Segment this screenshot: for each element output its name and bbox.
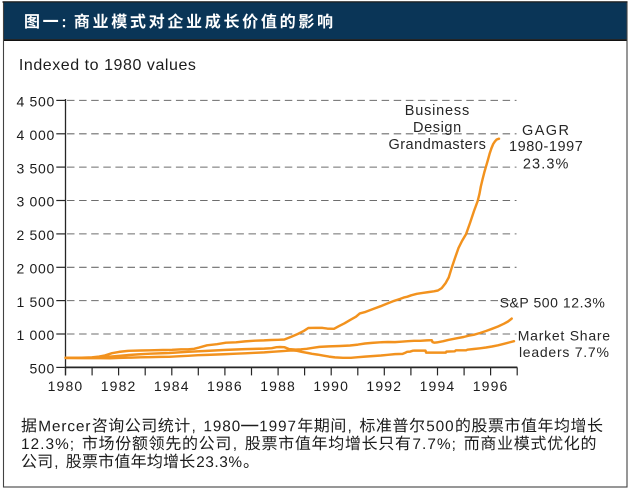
svg-text:2 000: 2 000 [16, 261, 55, 277]
svg-text:1988: 1988 [260, 378, 296, 394]
svg-text:4 000: 4 000 [16, 127, 55, 143]
svg-text:leaders 7.7%: leaders 7.7% [519, 344, 610, 360]
svg-text:1992: 1992 [366, 378, 402, 394]
svg-text:2 500: 2 500 [16, 227, 55, 243]
svg-text:Design: Design [413, 120, 462, 136]
svg-text:1982: 1982 [101, 378, 137, 394]
svg-text:1 000: 1 000 [16, 327, 55, 343]
svg-text:3 000: 3 000 [16, 194, 55, 210]
svg-text:S&P 500 12.3%: S&P 500 12.3% [500, 294, 606, 310]
svg-text:1984: 1984 [154, 378, 190, 394]
svg-text:1990: 1990 [313, 378, 349, 394]
svg-text:1980-1997: 1980-1997 [509, 139, 583, 155]
svg-text:1980: 1980 [48, 378, 84, 394]
svg-text:GAGR: GAGR [522, 123, 570, 139]
svg-text:Indexed to 1980 values: Indexed to 1980 values [19, 57, 197, 74]
svg-text:1986: 1986 [207, 378, 243, 394]
svg-text:1996: 1996 [473, 378, 509, 394]
svg-text:Market Share: Market Share [518, 327, 611, 343]
svg-text:23.3%: 23.3% [523, 156, 570, 172]
svg-text:Grandmasters: Grandmasters [388, 137, 486, 153]
svg-text:500: 500 [30, 361, 55, 377]
svg-text:3 500: 3 500 [16, 160, 55, 176]
svg-text:1994: 1994 [420, 378, 456, 394]
svg-text:4 500: 4 500 [16, 94, 55, 110]
svg-text:Business: Business [405, 103, 470, 119]
svg-text:1 500: 1 500 [16, 294, 55, 310]
